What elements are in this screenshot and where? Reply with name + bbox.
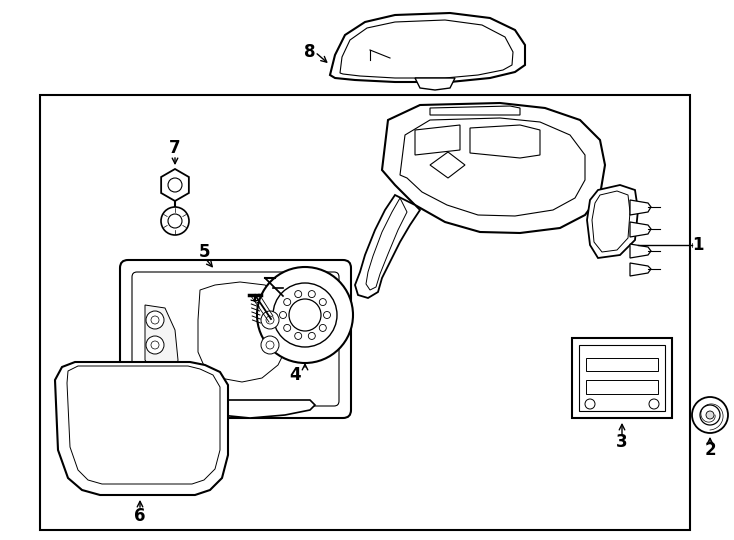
Circle shape: [319, 299, 327, 306]
Text: 7: 7: [170, 139, 181, 157]
Circle shape: [295, 333, 302, 340]
Text: 3: 3: [616, 433, 628, 451]
Polygon shape: [430, 152, 465, 178]
Text: 6: 6: [134, 507, 146, 525]
Circle shape: [146, 311, 164, 329]
FancyBboxPatch shape: [120, 260, 351, 418]
Circle shape: [168, 214, 182, 228]
Circle shape: [266, 316, 274, 324]
Polygon shape: [587, 185, 638, 258]
Polygon shape: [572, 338, 672, 418]
Circle shape: [585, 399, 595, 409]
Circle shape: [273, 283, 337, 347]
Polygon shape: [145, 305, 178, 380]
Circle shape: [706, 411, 714, 419]
Polygon shape: [630, 200, 651, 215]
Circle shape: [295, 291, 302, 298]
Polygon shape: [215, 400, 315, 418]
Polygon shape: [330, 13, 525, 82]
Circle shape: [261, 336, 279, 354]
Circle shape: [319, 325, 327, 332]
Circle shape: [700, 405, 720, 425]
Polygon shape: [586, 380, 658, 394]
Circle shape: [284, 299, 291, 306]
Polygon shape: [470, 125, 540, 158]
Circle shape: [308, 291, 316, 298]
Polygon shape: [415, 125, 460, 155]
Text: 8: 8: [305, 43, 316, 61]
Circle shape: [266, 341, 274, 349]
Circle shape: [284, 325, 291, 332]
Circle shape: [151, 316, 159, 324]
Polygon shape: [340, 20, 513, 78]
Circle shape: [261, 311, 279, 329]
Polygon shape: [415, 78, 455, 90]
Polygon shape: [198, 282, 290, 382]
Polygon shape: [355, 195, 420, 298]
Circle shape: [692, 397, 728, 433]
Polygon shape: [586, 358, 658, 371]
Text: 4: 4: [289, 366, 301, 384]
Circle shape: [257, 267, 353, 363]
Circle shape: [308, 333, 316, 340]
Polygon shape: [67, 366, 220, 484]
Polygon shape: [55, 362, 228, 495]
Text: 2: 2: [704, 441, 716, 459]
Polygon shape: [592, 191, 630, 252]
Polygon shape: [630, 244, 651, 258]
Text: 5: 5: [199, 243, 211, 261]
Bar: [40, 95, 690, 530]
Polygon shape: [366, 198, 407, 290]
FancyBboxPatch shape: [132, 272, 339, 406]
Polygon shape: [382, 103, 605, 233]
Circle shape: [649, 399, 659, 409]
Circle shape: [161, 207, 189, 235]
Circle shape: [280, 312, 286, 319]
Circle shape: [324, 312, 330, 319]
Polygon shape: [630, 222, 651, 237]
Polygon shape: [430, 106, 520, 115]
Circle shape: [168, 178, 182, 192]
Circle shape: [289, 299, 321, 331]
Polygon shape: [579, 345, 665, 411]
Polygon shape: [400, 118, 585, 216]
Polygon shape: [630, 263, 651, 276]
Circle shape: [151, 341, 159, 349]
Polygon shape: [161, 169, 189, 201]
Text: 1: 1: [692, 236, 704, 254]
Circle shape: [146, 336, 164, 354]
